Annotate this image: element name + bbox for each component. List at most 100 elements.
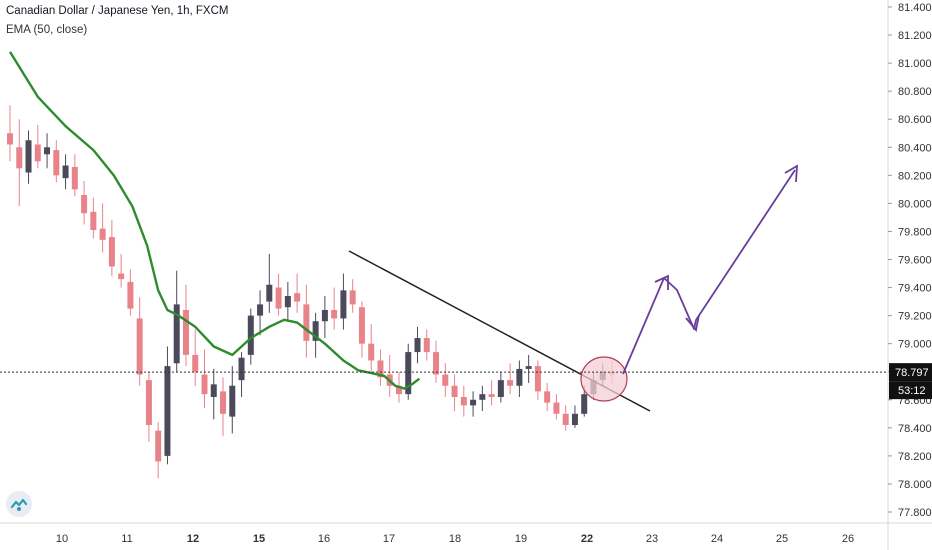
y-tick-label: 80.600 <box>898 114 932 126</box>
candle-body <box>544 391 551 403</box>
candle-body <box>294 293 301 302</box>
ema-line[interactable] <box>8 51 421 390</box>
x-tick-label: 18 <box>449 533 461 545</box>
x-tick-label: 22 <box>581 533 593 545</box>
candle-body <box>340 290 347 319</box>
candle-body <box>284 295 291 308</box>
y-tick-label: 81.400 <box>898 2 932 14</box>
candle-body <box>368 343 375 361</box>
candle-body <box>164 366 171 456</box>
x-tick-label: 10 <box>56 533 68 545</box>
candle-body <box>377 360 384 378</box>
projection-path[interactable] <box>622 169 796 375</box>
projection-arrowhead-icon <box>685 314 700 333</box>
candle-body <box>571 413 578 426</box>
candle-body <box>581 394 588 414</box>
x-tick-label: 16 <box>318 533 330 545</box>
x-tick-label: 17 <box>383 533 395 545</box>
y-tick-label: 80.000 <box>898 198 932 210</box>
candle-body <box>136 318 143 375</box>
y-tick-label: 77.800 <box>898 507 932 519</box>
y-tick-label: 79.600 <box>898 255 932 267</box>
candle-body <box>553 402 560 414</box>
candle-body <box>516 368 523 386</box>
projection-arrowhead-icon <box>654 274 669 290</box>
projection-arrowhead-icon <box>784 164 799 183</box>
y-tick-label: 80.400 <box>898 142 932 154</box>
y-tick-label: 79.800 <box>898 226 932 238</box>
x-tick-label: 24 <box>711 533 723 545</box>
candle-body <box>229 385 236 417</box>
candle-body <box>90 211 97 231</box>
candle-body <box>451 385 458 397</box>
candle-body <box>433 352 440 375</box>
y-tick-label: 79.200 <box>898 311 932 323</box>
countdown-label: 53:12 <box>898 385 926 397</box>
candle-body <box>507 380 514 386</box>
x-tick-label: 19 <box>515 533 527 545</box>
candle-body <box>108 237 115 267</box>
y-tick-label: 80.800 <box>898 86 932 98</box>
candle-body <box>201 374 208 395</box>
x-tick-label: 12 <box>187 533 199 545</box>
candle-body <box>275 287 282 309</box>
candle-body <box>99 228 106 240</box>
current-price-tag <box>889 363 932 382</box>
candle-body <box>303 304 310 341</box>
candle-body <box>488 394 495 397</box>
candle-body <box>53 150 60 176</box>
symbol-title: Canadian Dollar / Japanese Yen, 1h, FXCM <box>6 5 229 17</box>
candle-body <box>358 307 365 344</box>
indicator-label[interactable]: EMA (50, close) <box>6 24 88 36</box>
x-tick-label: 23 <box>646 533 658 545</box>
candle-body <box>7 133 13 145</box>
candle-body <box>479 394 486 400</box>
candle-body <box>395 385 402 395</box>
candle-body <box>442 374 449 386</box>
breakout-highlight-circle[interactable] <box>580 356 628 402</box>
x-tick-label: 15 <box>253 533 265 545</box>
candle-body <box>525 366 532 369</box>
y-tick-label: 78.200 <box>898 451 932 463</box>
y-tick-label: 80.200 <box>898 170 932 182</box>
candle-body <box>414 338 421 353</box>
candle-body <box>312 321 319 341</box>
candle-body <box>460 396 467 406</box>
candle-body <box>331 310 338 319</box>
candle-body <box>534 366 541 392</box>
x-tick-label: 11 <box>121 533 132 545</box>
candle-body <box>405 352 412 395</box>
y-tick-label: 81.200 <box>898 30 932 42</box>
candle-body <box>349 290 356 305</box>
y-tick-label: 81.000 <box>898 58 932 70</box>
y-tick-label: 78.000 <box>898 479 932 491</box>
candle-body <box>155 430 162 462</box>
logo-icon <box>10 498 28 511</box>
candle-body <box>44 147 51 155</box>
countdown-tag <box>889 381 932 400</box>
candle-body <box>247 315 254 355</box>
candle-body <box>220 391 227 414</box>
current-price-label: 78.797 <box>895 367 929 379</box>
candle-body <box>266 284 273 302</box>
x-tick-label: 26 <box>842 533 854 545</box>
candle-body <box>562 413 569 426</box>
y-tick-label: 78.400 <box>898 423 932 435</box>
candle-body <box>192 354 199 372</box>
candle-body <box>423 338 430 353</box>
tradingview-logo[interactable] <box>6 491 32 517</box>
candle-body <box>238 357 245 381</box>
candle-body <box>173 304 180 364</box>
candle-body <box>127 281 134 309</box>
candle-body <box>62 165 69 179</box>
candle-body <box>497 380 504 397</box>
candle-body <box>145 380 152 426</box>
y-tick-label: 79.000 <box>898 339 932 351</box>
candle-body <box>81 194 88 214</box>
candle-body <box>257 304 264 316</box>
candle-body <box>34 144 41 162</box>
x-tick-label: 25 <box>776 533 788 545</box>
candle-body <box>321 310 328 322</box>
